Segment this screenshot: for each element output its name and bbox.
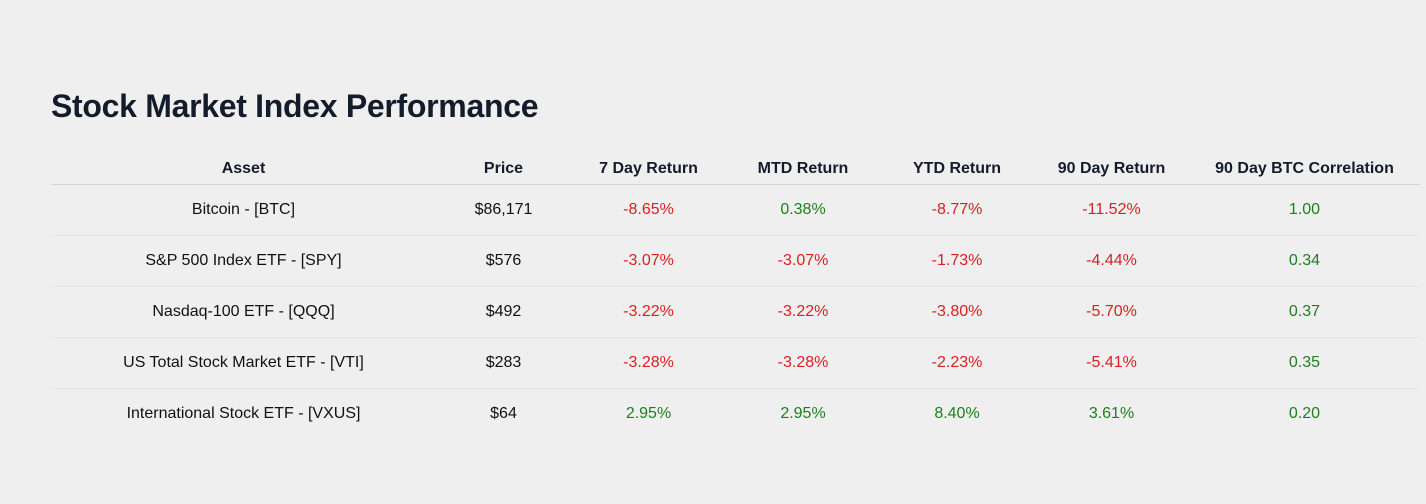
return-90d-cell: -11.52% bbox=[1034, 184, 1189, 236]
return-ytd-cell: -1.73% bbox=[880, 235, 1034, 287]
asset-cell: S&P 500 Index ETF - [SPY] bbox=[51, 235, 436, 287]
return-ytd-cell: -2.23% bbox=[880, 337, 1034, 389]
asset-cell: Nasdaq-100 ETF - [QQQ] bbox=[51, 286, 436, 338]
return-90d-cell: -5.70% bbox=[1034, 286, 1189, 338]
return-7d-cell: -3.07% bbox=[571, 235, 726, 287]
header-row: Asset Price 7 Day Return MTD Return YTD … bbox=[51, 154, 1420, 185]
price-cell: $86,171 bbox=[436, 184, 571, 236]
return-mtd-cell: -3.07% bbox=[726, 235, 880, 287]
price-cell: $492 bbox=[436, 286, 571, 338]
return-7d-cell: -8.65% bbox=[571, 184, 726, 236]
asset-cell: International Stock ETF - [VXUS] bbox=[126, 405, 361, 422]
return-ytd-cell: -3.80% bbox=[880, 286, 1034, 338]
page-title: Stock Market Index Performance bbox=[51, 88, 539, 124]
return-90d-cell: 3.61% bbox=[1088, 405, 1135, 422]
return-mtd-cell: 2.95% bbox=[780, 405, 826, 422]
return-ytd-cell: 8.40% bbox=[934, 405, 980, 422]
column-header-price[interactable]: Price bbox=[436, 154, 571, 185]
table-row: Nasdaq-100 ETF - [QQQ] $492 -3.22% -3.22… bbox=[51, 286, 1420, 338]
performance-table: Asset Price 7 Day Return MTD Return YTD … bbox=[51, 154, 1420, 439]
column-header-7-day-return[interactable]: 7 Day Return bbox=[571, 154, 726, 185]
price-cell: $64 bbox=[490, 405, 517, 422]
column-header-ytd-return[interactable]: YTD Return bbox=[880, 154, 1034, 185]
return-mtd-cell: 0.38% bbox=[726, 184, 880, 236]
table-row: S&P 500 Index ETF - [SPY] $576 -3.07% -3… bbox=[51, 235, 1420, 287]
return-mtd-cell: -3.22% bbox=[726, 286, 880, 338]
return-90d-cell: -5.41% bbox=[1034, 337, 1189, 389]
column-header-90-day-return[interactable]: 90 Day Return bbox=[1034, 154, 1189, 185]
return-ytd-cell: -8.77% bbox=[880, 184, 1034, 236]
column-header-btc-correlation[interactable]: 90 Day BTC Correlation bbox=[1189, 154, 1420, 185]
table-row: International Stock ETF - [VXUS] $64 2.9… bbox=[51, 389, 1420, 440]
price-cell: $576 bbox=[436, 235, 571, 287]
return-mtd-cell: -3.28% bbox=[726, 337, 880, 389]
table-row: Bitcoin - [BTC] $86,171 -8.65% 0.38% -8.… bbox=[51, 184, 1420, 236]
column-header-mtd-return[interactable]: MTD Return bbox=[726, 154, 880, 185]
table-row: US Total Stock Market ETF - [VTI] $283 -… bbox=[51, 337, 1420, 389]
return-7d-cell: -3.28% bbox=[571, 337, 726, 389]
btc-correlation-cell: 0.35 bbox=[1189, 337, 1420, 389]
column-header-asset[interactable]: Asset bbox=[51, 154, 436, 185]
return-7d-cell: -3.22% bbox=[571, 286, 726, 338]
btc-correlation-cell: 0.37 bbox=[1189, 286, 1420, 338]
return-90d-cell: -4.44% bbox=[1034, 235, 1189, 287]
btc-correlation-cell: 0.34 bbox=[1189, 235, 1420, 287]
asset-cell: US Total Stock Market ETF - [VTI] bbox=[51, 337, 436, 389]
btc-correlation-cell: 0.20 bbox=[1288, 405, 1321, 422]
asset-cell: Bitcoin - [BTC] bbox=[51, 184, 436, 236]
return-7d-cell: 2.95% bbox=[625, 405, 672, 422]
price-cell: $283 bbox=[436, 337, 571, 389]
btc-correlation-cell: 1.00 bbox=[1189, 184, 1420, 236]
